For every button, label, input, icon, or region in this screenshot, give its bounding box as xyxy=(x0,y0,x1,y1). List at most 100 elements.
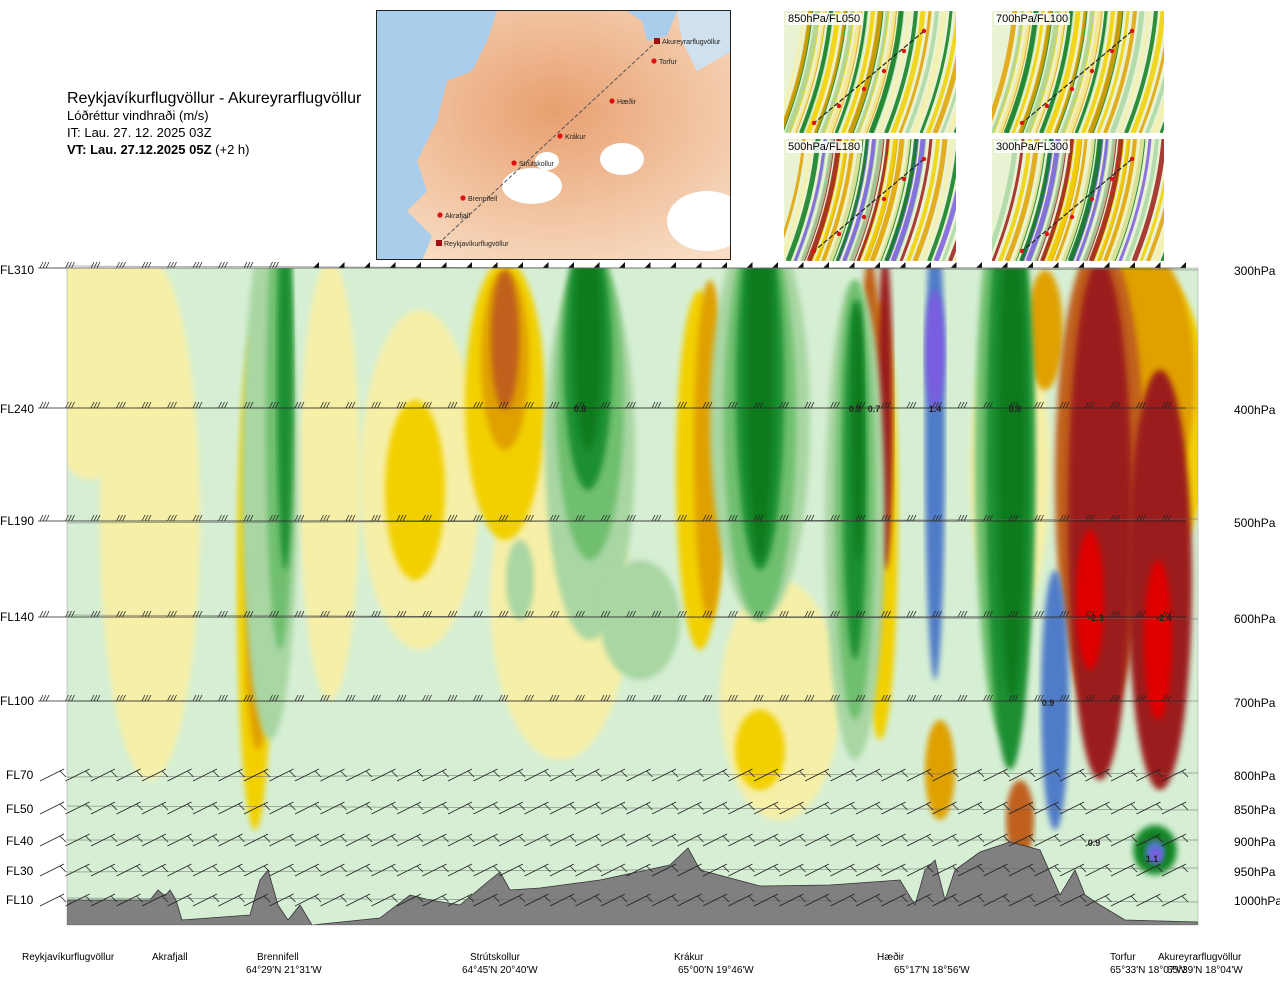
valid-time-main: VT: Lau. 27.12.2025 05Z xyxy=(67,142,212,157)
wind-barb xyxy=(1007,694,1033,702)
thumb-waypoint xyxy=(1044,231,1050,237)
thumb-stripe xyxy=(927,149,956,261)
wind-barb xyxy=(701,610,727,618)
wind-barb xyxy=(906,768,934,782)
wind-barb xyxy=(854,610,880,618)
waypoint-label: Krákur xyxy=(565,134,586,141)
wind-barb xyxy=(779,768,806,782)
wind-barb xyxy=(956,610,982,618)
wind-barb xyxy=(293,610,319,618)
wind-barb xyxy=(345,801,373,815)
thumbnail-500hpa[interactable]: 500hPa/FL180 xyxy=(784,139,956,261)
waypoint-marker xyxy=(651,58,657,64)
level-line xyxy=(66,897,1199,903)
wind-barb xyxy=(803,401,829,409)
thumbnail-300hpa[interactable]: 300hPa/FL300 xyxy=(992,139,1164,261)
wind-barb xyxy=(702,768,730,782)
wind-barb xyxy=(447,893,475,907)
wind-barb xyxy=(471,401,498,409)
wind-barb xyxy=(650,694,676,702)
wind-barb xyxy=(932,893,959,907)
thumb-stripe xyxy=(855,11,889,133)
wind-barb xyxy=(1008,893,1036,907)
wind-barb xyxy=(522,514,549,522)
vertical-velocity-field xyxy=(67,268,1198,875)
thumb-waypoint xyxy=(921,156,927,162)
wind-barb xyxy=(677,833,704,847)
wind-barb xyxy=(114,261,141,269)
wind-barb xyxy=(1160,694,1186,702)
wind-barb xyxy=(573,694,600,702)
wind-barb xyxy=(855,768,883,782)
thumb-stripe xyxy=(1109,139,1145,261)
thumb-stripe xyxy=(884,11,918,133)
wind-barb xyxy=(650,401,676,409)
wind-barb xyxy=(371,833,398,847)
wind-barb xyxy=(624,610,651,618)
wind-barb xyxy=(1109,401,1135,409)
wind-barb xyxy=(369,401,396,409)
thumb-stripe xyxy=(877,139,911,261)
thumb-stripe xyxy=(906,139,940,261)
wind-barb xyxy=(294,801,322,815)
wind-barb xyxy=(752,401,778,409)
extrema-label: 0.8 xyxy=(574,404,587,414)
wind-barb xyxy=(548,610,574,618)
thumb-route xyxy=(1021,30,1133,124)
fl-label: FL140 xyxy=(0,610,35,624)
thumb-stripe xyxy=(1125,139,1159,261)
thumb-waypoint xyxy=(1129,156,1135,162)
wind-barb xyxy=(1136,801,1163,815)
wind-barb xyxy=(1161,801,1189,815)
wind-barb xyxy=(243,893,271,907)
thumbnail-700hpa[interactable]: 700hPa/FL100 xyxy=(992,11,1164,133)
wind-barb xyxy=(396,768,424,782)
field-contour xyxy=(491,270,519,410)
wind-barb xyxy=(1083,401,1110,409)
extrema-label: 0.9 xyxy=(1088,838,1101,848)
thumbnail-850hpa[interactable]: 850hPa/FL050 xyxy=(784,11,956,133)
thumb-stripe xyxy=(1053,11,1087,133)
wind-barb xyxy=(1134,401,1161,409)
extrema-label: -2.4 xyxy=(1156,613,1172,623)
wind-barb xyxy=(1161,833,1189,847)
wind-barb xyxy=(777,514,804,522)
hpa-label: 300hPa xyxy=(1234,264,1276,278)
wind-barb xyxy=(216,261,243,269)
wind-barb xyxy=(1034,833,1061,847)
wind-barb xyxy=(38,261,64,269)
wind-barb xyxy=(216,610,243,618)
wind-barb xyxy=(905,514,931,522)
wind-barb xyxy=(216,514,243,522)
wind-barb xyxy=(624,514,651,522)
thumb-stripe xyxy=(1096,11,1130,133)
wind-barb xyxy=(320,893,347,907)
field-contour xyxy=(735,710,785,790)
wind-barb xyxy=(141,768,169,782)
wind-barb xyxy=(140,610,166,618)
wind-barb xyxy=(218,833,245,847)
wind-barb xyxy=(779,893,806,907)
thumb-waypoint xyxy=(881,196,887,202)
wind-barb xyxy=(116,768,143,782)
wind-barb xyxy=(905,610,931,618)
location-label: Hæðir xyxy=(877,952,905,963)
wind-barb xyxy=(116,801,143,815)
wind-barb xyxy=(956,694,982,702)
wind-barb xyxy=(396,893,424,907)
wind-barb xyxy=(473,801,500,815)
wind-barb xyxy=(1059,768,1087,782)
wind-barb xyxy=(242,514,268,522)
thumb-waypoint xyxy=(901,48,907,54)
wind-barb xyxy=(881,833,908,847)
wind-barb xyxy=(626,833,653,847)
wind-barb xyxy=(804,893,832,907)
wind-barb xyxy=(65,801,92,815)
wind-barb xyxy=(752,514,778,522)
terrain-profile xyxy=(67,841,1198,925)
wind-barb xyxy=(63,401,90,409)
wind-barb xyxy=(1058,514,1084,522)
thumb-stripe xyxy=(1146,206,1164,261)
wind-barb xyxy=(599,401,625,409)
wind-barb xyxy=(242,401,268,409)
